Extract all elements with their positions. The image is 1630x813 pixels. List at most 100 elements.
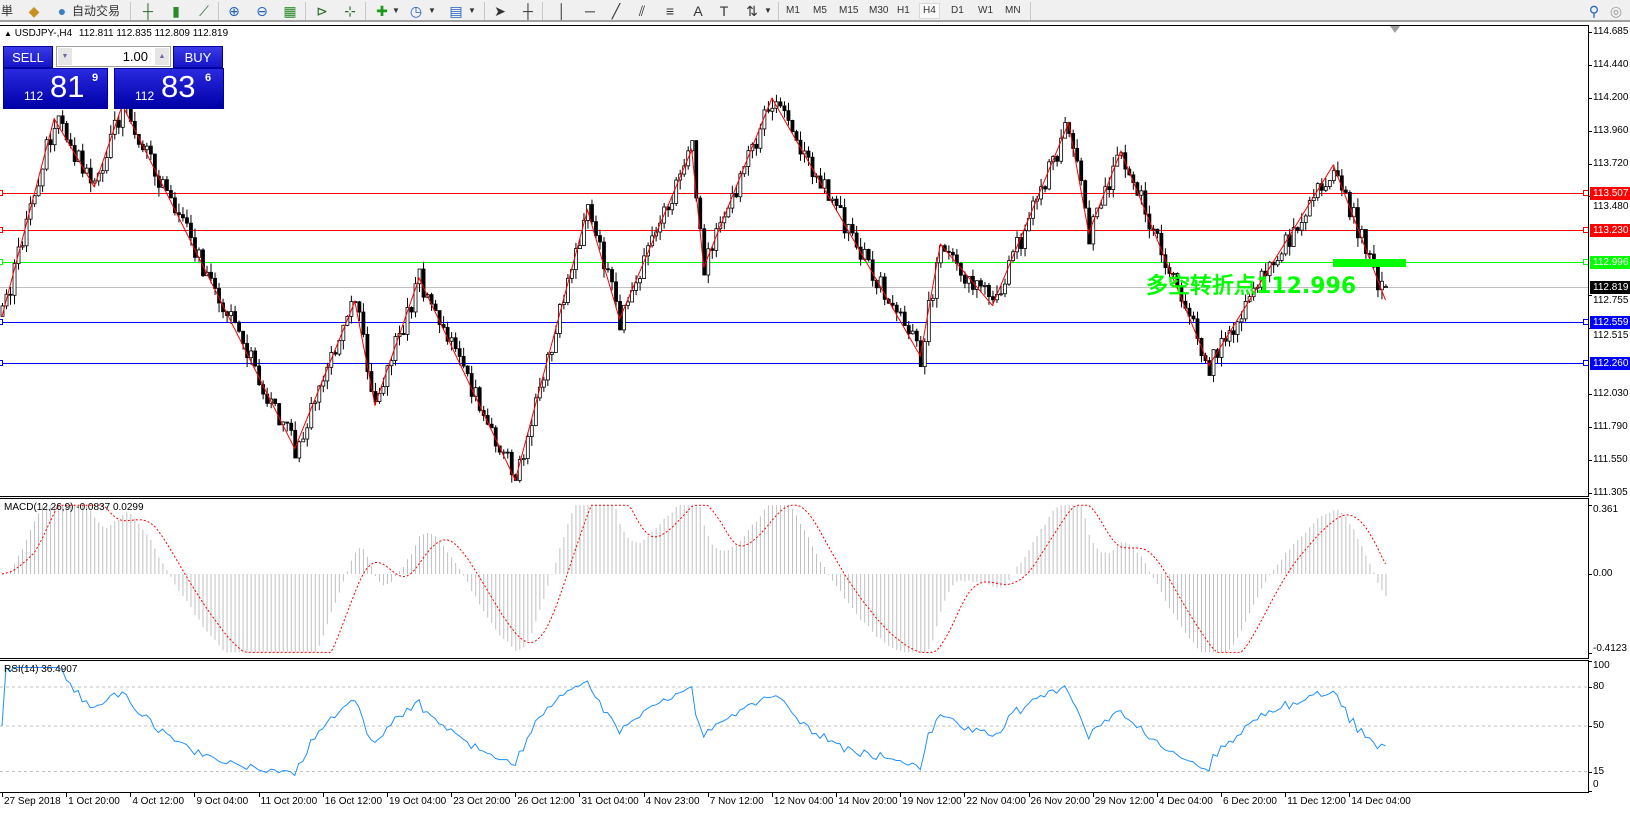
candle xyxy=(393,336,398,361)
timeframe-d1[interactable]: D1 xyxy=(951,5,964,16)
sell-price[interactable]: 112 81 9 xyxy=(3,68,108,109)
rsi-header: RSI(14) 36.4907 xyxy=(4,664,78,675)
level-handle xyxy=(0,190,3,196)
candle xyxy=(213,277,217,289)
level-price-label: 112.559 xyxy=(1590,315,1630,329)
candle xyxy=(173,197,177,214)
buy-price[interactable]: 112 83 6 xyxy=(114,68,224,109)
timeframe-mn[interactable]: MN xyxy=(1005,5,1021,16)
candle xyxy=(1155,228,1160,234)
indicators-icon[interactable]: ✚ xyxy=(376,3,388,19)
candle xyxy=(614,281,618,302)
gold-bars-icon[interactable]: ◆ xyxy=(28,3,40,19)
search-icon[interactable]: ⚲ xyxy=(1588,3,1600,19)
candle xyxy=(690,140,695,152)
zoom-in-icon[interactable]: ⊕ xyxy=(228,3,240,19)
arrows-icon[interactable]: ⇅ xyxy=(746,3,758,19)
candle xyxy=(1007,260,1011,285)
price-axis-line xyxy=(1588,25,1589,497)
macd-signal-line xyxy=(1,504,1386,653)
timeframe-m5[interactable]: M5 xyxy=(813,5,827,16)
timeframe-m30[interactable]: M30 xyxy=(869,5,889,16)
chart-shift-marker[interactable] xyxy=(1390,26,1400,33)
candle xyxy=(950,252,955,256)
chevron-down-icon[interactable]: ▼ xyxy=(764,6,772,15)
candle xyxy=(979,280,983,287)
buy-button[interactable]: BUY xyxy=(173,46,223,68)
templates-icon[interactable]: ▤ xyxy=(449,3,463,19)
candle xyxy=(477,387,482,411)
autotrade-icon[interactable]: ● xyxy=(57,3,67,19)
candle xyxy=(1191,315,1196,320)
candle xyxy=(48,139,53,146)
rsi-tick-label: 100 xyxy=(1593,660,1610,671)
timeframe-m15[interactable]: M15 xyxy=(839,5,859,16)
cursor-icon[interactable]: ➤ xyxy=(494,3,506,19)
tile-windows-icon[interactable]: ▦ xyxy=(283,3,297,19)
sell-price-prefix: 112 xyxy=(24,89,44,103)
timeframe-w1[interactable]: W1 xyxy=(978,5,993,16)
trendline-icon[interactable]: ╱ xyxy=(611,3,621,19)
candle xyxy=(726,207,731,218)
lot-size-field[interactable]: ▼ 1.00 ▲ xyxy=(56,46,171,67)
lot-value[interactable]: 1.00 xyxy=(122,49,148,64)
auto-scroll-icon[interactable]: ⊳ xyxy=(316,3,328,19)
price-tick-mark xyxy=(1588,130,1592,132)
chevron-down-icon[interactable]: ▼ xyxy=(468,6,476,15)
candle xyxy=(578,245,582,249)
crosshair-icon[interactable]: ┼ xyxy=(523,3,533,19)
candle xyxy=(1175,272,1180,288)
ohlc-label: 112.811 112.835 112.809 112.819 xyxy=(78,28,229,39)
autotrade-button[interactable]: 自动交易 xyxy=(72,4,121,18)
candle xyxy=(910,330,915,335)
candle xyxy=(582,220,586,246)
buy-price-prefix: 112 xyxy=(135,89,155,103)
text-icon[interactable]: A xyxy=(693,3,703,19)
line-chart-icon[interactable]: ⟋ xyxy=(199,3,209,19)
candle xyxy=(1003,283,1007,295)
new-order-button[interactable]: 単 xyxy=(0,4,13,18)
timeframe-m1[interactable]: M1 xyxy=(786,5,800,16)
candle xyxy=(313,401,318,404)
candle xyxy=(1267,261,1272,277)
macd-header: MACD(12,26,9) -0.0837 0.0299 xyxy=(4,502,144,513)
time-tick-mark xyxy=(836,793,838,797)
chart-shift-icon[interactable]: ⊹ xyxy=(344,3,356,19)
candle xyxy=(241,330,246,344)
lot-increase-button[interactable]: ▲ xyxy=(155,48,169,65)
candle xyxy=(469,373,474,397)
rsi-tick-mark xyxy=(1588,771,1592,773)
fibo-channel-icon[interactable]: ⫽ xyxy=(638,3,646,19)
level-price-label: 112.260 xyxy=(1590,356,1630,370)
candle xyxy=(277,403,282,426)
lot-decrease-button[interactable]: ▼ xyxy=(58,48,72,65)
candle xyxy=(906,325,911,335)
timeframe-h1[interactable]: H1 xyxy=(897,5,910,16)
sell-price-fraction: 9 xyxy=(92,72,99,84)
vertical-line-icon[interactable]: │ xyxy=(557,3,567,19)
zoom-out-icon[interactable]: ⊖ xyxy=(256,3,268,19)
chevron-down-icon[interactable]: ▼ xyxy=(428,6,436,15)
horizontal-line-icon[interactable]: ─ xyxy=(585,3,595,19)
candle xyxy=(1259,270,1264,288)
text-label-icon[interactable]: T xyxy=(719,3,729,19)
bar-chart-icon[interactable]: ┼ xyxy=(143,3,153,19)
time-tick-mark xyxy=(66,793,68,797)
collapse-triangle-icon[interactable]: ▲ xyxy=(4,29,12,38)
periods-clock-icon[interactable]: ◷ xyxy=(409,3,423,19)
candlestick-icon[interactable]: ▮ xyxy=(172,3,180,19)
candle xyxy=(1283,234,1288,255)
candle xyxy=(148,145,153,155)
time-tick-mark xyxy=(2,793,3,797)
sell-button[interactable]: SELL xyxy=(3,46,53,68)
level-price-label: 112.819 xyxy=(1590,280,1630,294)
community-icon[interactable]: ◎ xyxy=(1609,3,1623,19)
candle xyxy=(1307,200,1312,217)
fibo-retracement-icon[interactable]: ≡ xyxy=(665,3,675,19)
timeframe-h4[interactable]: H4 xyxy=(919,3,940,19)
chevron-down-icon[interactable]: ▼ xyxy=(392,6,400,15)
price-tick-label: 111.550 xyxy=(1593,453,1628,465)
candle xyxy=(1187,307,1192,317)
candle xyxy=(1163,254,1168,268)
